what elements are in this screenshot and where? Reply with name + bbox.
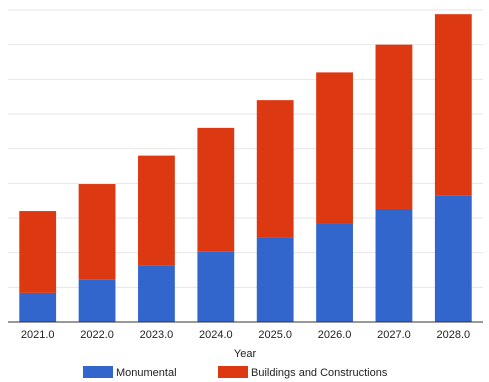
bar-segment bbox=[256, 237, 294, 322]
x-tick-label: 2023.0 bbox=[140, 329, 174, 341]
bar-segment bbox=[19, 211, 57, 293]
x-tick-label: 2025.0 bbox=[258, 329, 292, 341]
bar-segment bbox=[78, 184, 116, 280]
legend: Monumental Buildings and Constructions bbox=[83, 366, 388, 379]
legend-label: Buildings and Constructions bbox=[251, 367, 388, 379]
bar-segment bbox=[138, 155, 175, 266]
x-tick-label: 2026.0 bbox=[318, 329, 352, 341]
x-tick-label: 2022.0 bbox=[80, 329, 114, 341]
legend-swatch bbox=[218, 366, 248, 378]
x-tick-label: 2024.0 bbox=[199, 329, 233, 341]
bar-segment bbox=[375, 44, 413, 209]
bar-segment bbox=[197, 251, 235, 322]
bar-segment bbox=[256, 100, 294, 238]
x-tick-labels: 2021.0 2022.0 2023.0 2024.0 2025.0 2026.0 2027… bbox=[21, 329, 470, 341]
bar-segment bbox=[375, 208, 413, 322]
x-tick-label: 2021.0 bbox=[21, 329, 55, 341]
bar-segment bbox=[316, 223, 353, 322]
bar-segment bbox=[78, 279, 116, 322]
bar-segment bbox=[434, 195, 472, 322]
x-tick-label: 2028.0 bbox=[436, 329, 470, 341]
bar-segment bbox=[197, 127, 235, 252]
bar-segment bbox=[19, 292, 57, 322]
legend-label: Monumental bbox=[116, 367, 177, 379]
bars bbox=[19, 14, 472, 322]
bar-segment bbox=[316, 72, 353, 224]
bar-segment bbox=[138, 265, 175, 322]
legend-swatch bbox=[83, 366, 113, 378]
x-tick-label: 2027.0 bbox=[377, 329, 411, 341]
x-axis-label: Year bbox=[234, 348, 257, 360]
bar-segment bbox=[434, 14, 472, 196]
